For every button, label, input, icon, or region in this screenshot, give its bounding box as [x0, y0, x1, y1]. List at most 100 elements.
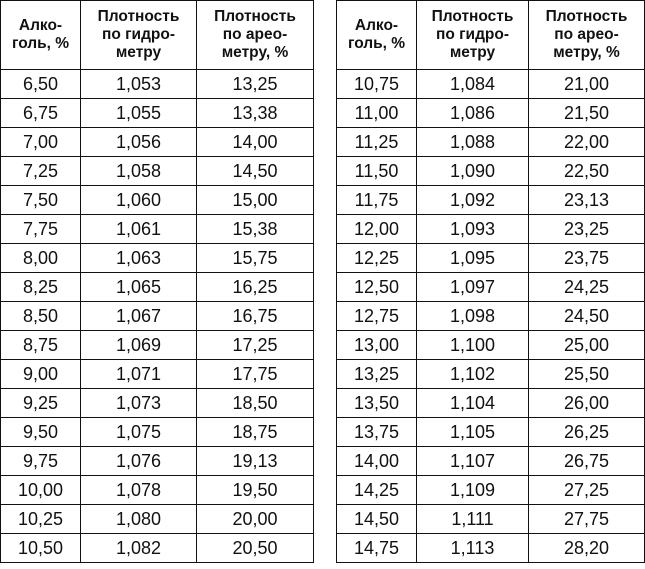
table-row: 9,75 1,076 19,13 [0, 446, 314, 476]
cell-hydrometer-density: 1,067 [80, 301, 197, 331]
cell-hydrometer-density: 1,060 [80, 185, 197, 215]
cell-areometer-density: 16,75 [196, 301, 314, 331]
header-line: метру [449, 44, 496, 61]
cell-areometer-density: 23,13 [528, 185, 645, 215]
cell-areometer-density: 16,25 [196, 272, 314, 302]
cell-hydrometer-density: 1,080 [80, 504, 197, 534]
cell-alcohol: 11,50 [336, 156, 417, 186]
cell-alcohol: 14,00 [336, 446, 417, 476]
cell-areometer-density: 14,00 [196, 127, 314, 157]
cell-areometer-density: 15,75 [196, 243, 314, 273]
header-line: метру, % [553, 44, 620, 61]
cell-alcohol: 13,00 [336, 330, 417, 360]
cell-hydrometer-density: 1,093 [416, 214, 529, 244]
header-hydrometer-density: Плотность по гидро-метру [416, 0, 529, 70]
cell-areometer-density: 21,00 [528, 69, 645, 99]
table-row: 13,25 1,102 25,50 [336, 359, 645, 389]
cell-hydrometer-density: 1,097 [416, 272, 529, 302]
table-row: 9,50 1,075 18,75 [0, 417, 314, 447]
table-row: 12,00 1,093 23,25 [336, 214, 645, 244]
cell-areometer-density: 22,00 [528, 127, 645, 157]
cell-areometer-density: 26,75 [528, 446, 645, 476]
cell-alcohol: 14,25 [336, 475, 417, 505]
density-table-right: Алко-голь, % Плотность по гидро-метру Плотн… [336, 0, 645, 563]
cell-areometer-density: 27,75 [528, 504, 645, 534]
cell-hydrometer-density: 1,104 [416, 388, 529, 418]
header-hydrometer-density: Плотность по гидро-метру [80, 0, 197, 70]
density-table-left: Алко-голь, % Плотность по гидро-метру Плотн… [0, 0, 314, 563]
cell-areometer-density: 20,50 [196, 533, 314, 563]
table-row: 14,50 1,111 27,75 [336, 504, 645, 534]
cell-hydrometer-density: 1,102 [416, 359, 529, 389]
header-line: Плотность [545, 8, 628, 25]
cell-hydrometer-density: 1,075 [80, 417, 197, 447]
table-row: 14,75 1,113 28,20 [336, 533, 645, 563]
header-alcohol: Алко-голь, % [0, 0, 81, 70]
cell-areometer-density: 19,50 [196, 475, 314, 505]
cell-alcohol: 11,75 [336, 185, 417, 215]
table-row: 9,00 1,071 17,75 [0, 359, 314, 389]
header-line: Плотность [214, 8, 296, 25]
table-row: 8,25 1,065 16,25 [0, 272, 314, 302]
cell-areometer-density: 14,50 [196, 156, 314, 186]
header-line: Плотность [431, 8, 514, 25]
table-row: 11,75 1,092 23,13 [336, 185, 645, 215]
cell-alcohol: 10,75 [336, 69, 417, 99]
cell-areometer-density: 23,75 [528, 243, 645, 273]
cell-areometer-density: 17,75 [196, 359, 314, 389]
cell-hydrometer-density: 1,105 [416, 417, 529, 447]
cell-hydrometer-density: 1,063 [80, 243, 197, 273]
cell-hydrometer-density: 1,095 [416, 243, 529, 273]
cell-areometer-density: 15,38 [196, 214, 314, 244]
cell-areometer-density: 17,25 [196, 330, 314, 360]
header-alcohol: Алко-голь, % [336, 0, 417, 70]
cell-alcohol: 6,75 [0, 98, 81, 128]
cell-hydrometer-density: 1,053 [80, 69, 197, 99]
cell-alcohol: 12,25 [336, 243, 417, 273]
cell-areometer-density: 26,25 [528, 417, 645, 447]
cell-hydrometer-density: 1,092 [416, 185, 529, 215]
cell-alcohol: 12,75 [336, 301, 417, 331]
table-row: 10,25 1,080 20,00 [0, 504, 314, 534]
table-row: 10,75 1,084 21,00 [336, 69, 645, 99]
cell-hydrometer-density: 1,088 [416, 127, 529, 157]
header-areometer-density: Плотность по арео-метру, % [528, 0, 645, 70]
cell-alcohol: 7,50 [0, 185, 81, 215]
cell-alcohol: 8,25 [0, 272, 81, 302]
header-line: Алко- [354, 17, 399, 34]
header-line: Алко- [18, 17, 63, 34]
table-row: 13,00 1,100 25,00 [336, 330, 645, 360]
table-row: 10,00 1,078 19,50 [0, 475, 314, 505]
table-row: 13,75 1,105 26,25 [336, 417, 645, 447]
table-row: 12,75 1,098 24,50 [336, 301, 645, 331]
cell-alcohol: 9,50 [0, 417, 81, 447]
cell-hydrometer-density: 1,107 [416, 446, 529, 476]
table-row: 8,50 1,067 16,75 [0, 301, 314, 331]
cell-hydrometer-density: 1,061 [80, 214, 197, 244]
table-row: 8,75 1,069 17,25 [0, 330, 314, 360]
header-line: Плотность [97, 8, 180, 25]
cell-hydrometer-density: 1,058 [80, 156, 197, 186]
table-body: 6,50 1,053 13,25 6,75 1,055 13,38 7,00 1,056 14,… [0, 69, 314, 563]
table-row: 11,25 1,088 22,00 [336, 127, 645, 157]
cell-hydrometer-density: 1,069 [80, 330, 197, 360]
cell-areometer-density: 13,25 [196, 69, 314, 99]
cell-alcohol: 10,00 [0, 475, 81, 505]
cell-alcohol: 7,25 [0, 156, 81, 186]
cell-areometer-density: 21,50 [528, 98, 645, 128]
table-row: 7,50 1,060 15,00 [0, 185, 314, 215]
table-row: 13,50 1,104 26,00 [336, 388, 645, 418]
cell-hydrometer-density: 1,082 [80, 533, 197, 563]
cell-hydrometer-density: 1,078 [80, 475, 197, 505]
table-row: 11,00 1,086 21,50 [336, 98, 645, 128]
cell-hydrometer-density: 1,109 [416, 475, 529, 505]
cell-areometer-density: 28,20 [528, 533, 645, 563]
cell-hydrometer-density: 1,086 [416, 98, 529, 128]
cell-alcohol: 6,50 [0, 69, 81, 99]
header-row: Алко-голь, % Плотность по гидро-метру Плотн… [0, 0, 314, 70]
header-line: метру, % [221, 44, 289, 61]
table-row: 6,75 1,055 13,38 [0, 98, 314, 128]
cell-alcohol: 8,50 [0, 301, 81, 331]
cell-hydrometer-density: 1,098 [416, 301, 529, 331]
table-body: 10,75 1,084 21,00 11,00 1,086 21,50 11,25 1,088… [336, 69, 645, 563]
